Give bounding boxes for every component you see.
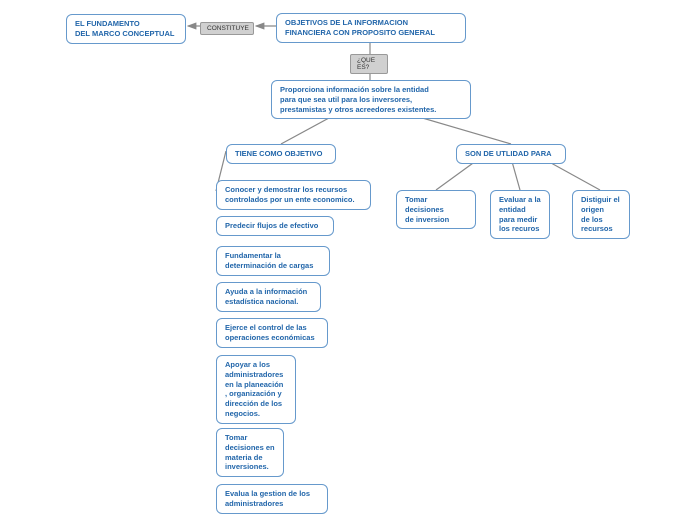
node-ejerce: Ejerce el control de las operaciones eco… bbox=[216, 318, 328, 348]
node-fundamento: EL FUNDAMENTO DEL MARCO CONCEPTUAL bbox=[66, 14, 186, 44]
node-proporciona: Proporciona información sobre la entidad… bbox=[271, 80, 471, 119]
node-evalua: Evalua la gestion de los administradores bbox=[216, 484, 328, 514]
node-tiene-objetivo: TIENE COMO OBJETIVO bbox=[226, 144, 336, 164]
node-objetivos: OBJETIVOS DE LA INFORMACION FINANCIERA C… bbox=[276, 13, 466, 43]
label-quees: ¿QUE ES? bbox=[350, 54, 388, 74]
node-ayuda: Ayuda a la información estadística nacio… bbox=[216, 282, 321, 312]
node-conocer: Conocer y demostrar los recursos control… bbox=[216, 180, 371, 210]
node-distinguir: Distiguir el origen de los recursos bbox=[572, 190, 630, 239]
node-apoyar: Apoyar a los administradores en la plane… bbox=[216, 355, 296, 424]
node-predecir: Predecir flujos de efectivo bbox=[216, 216, 334, 236]
node-fundamentar: Fundamentar la determinación de cargas bbox=[216, 246, 330, 276]
connectors-svg bbox=[0, 0, 696, 520]
node-son-utilidad: SON DE UTLIDAD PARA bbox=[456, 144, 566, 164]
node-evaluar: Evaluar a la entidad para medir los recu… bbox=[490, 190, 550, 239]
node-tomar-inv: Tomar decisiones en materia de inversion… bbox=[216, 428, 284, 477]
node-tomar-dec: Tomar decisiones de inversion bbox=[396, 190, 476, 229]
label-constituye: CONSTITUYE bbox=[200, 22, 254, 35]
